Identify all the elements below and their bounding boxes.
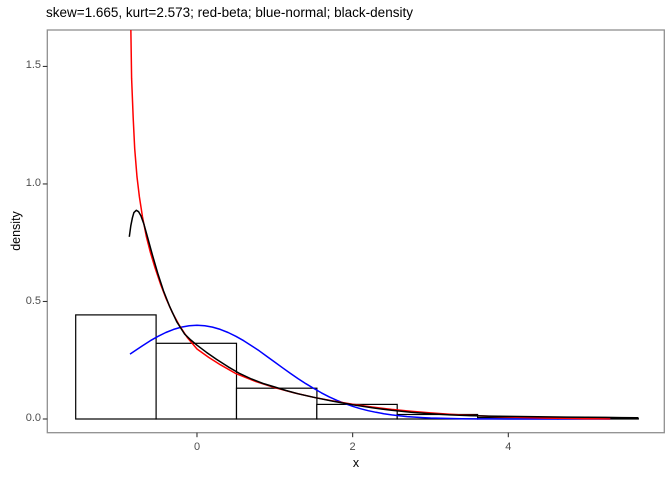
curve-normal [129,324,611,420]
histogram-bar [235,387,318,420]
histogram-bar [75,314,157,420]
x-axis-title: x [352,456,360,470]
curve-density [128,209,639,419]
y-axis-title: density [9,211,23,251]
histogram-bar [316,403,398,420]
histogram-bar [155,342,238,420]
chart-title: skew=1.665, kurt=2.573; red-beta; blue-n… [46,5,413,20]
